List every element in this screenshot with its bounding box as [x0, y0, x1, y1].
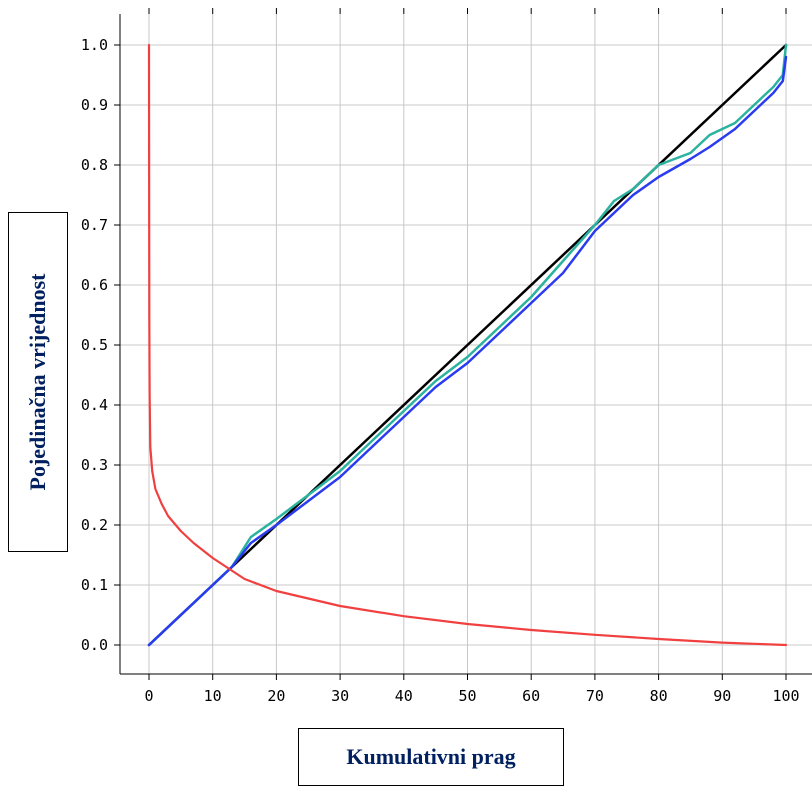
y-tick-label-3: 0.3: [81, 456, 108, 474]
y-tick-label-0: 0.0: [81, 636, 108, 654]
y-tick-label-1: 0.1: [81, 576, 108, 594]
x-tick-label-0: 0: [144, 687, 153, 705]
x-tick-label-5: 50: [458, 687, 476, 705]
x-tick-label-1: 10: [204, 687, 222, 705]
x-tick-label-7: 70: [586, 687, 604, 705]
tick-labels: 0 10 20 30 40 50 60 70 80 90 100 0.0 0.1 0.2 0.3 0.4 0.5…: [81, 36, 800, 705]
x-tick-label-10: 100: [772, 687, 799, 705]
axes: [114, 8, 812, 680]
series-line-1: [147, 43, 788, 647]
y-tick-label-8: 0.8: [81, 156, 108, 174]
x-tick-label-4: 40: [395, 687, 413, 705]
series-line-2: [147, 55, 788, 647]
y-tick-label-10: 1.0: [81, 36, 108, 54]
y-tick-label-9: 0.9: [81, 96, 108, 114]
x-tick-label-3: 30: [331, 687, 349, 705]
x-axis-label: Kumulativni prag: [346, 744, 516, 769]
x-axis-label-box: Kumulativni prag: [298, 728, 564, 786]
y-axis-label: Pojedinačna vrijednost: [25, 273, 50, 491]
y-tick-label-2: 0.2: [81, 516, 108, 534]
y-tick-label-7: 0.7: [81, 216, 108, 234]
x-tick-label-9: 90: [713, 687, 731, 705]
y-axis-label-box: Pojedinačna vrijednost: [8, 212, 68, 552]
x-tick-label-8: 80: [650, 687, 668, 705]
y-tick-label-4: 0.4: [81, 396, 108, 414]
y-tick-label-5: 0.5: [81, 336, 108, 354]
series-line-0: [147, 43, 788, 647]
x-tick-label-6: 60: [522, 687, 540, 705]
y-tick-label-6: 0.6: [81, 276, 108, 294]
series-lines: [147, 43, 788, 647]
x-tick-label-2: 20: [267, 687, 285, 705]
grid-lines: [120, 14, 812, 674]
series-line-3: [147, 43, 788, 647]
